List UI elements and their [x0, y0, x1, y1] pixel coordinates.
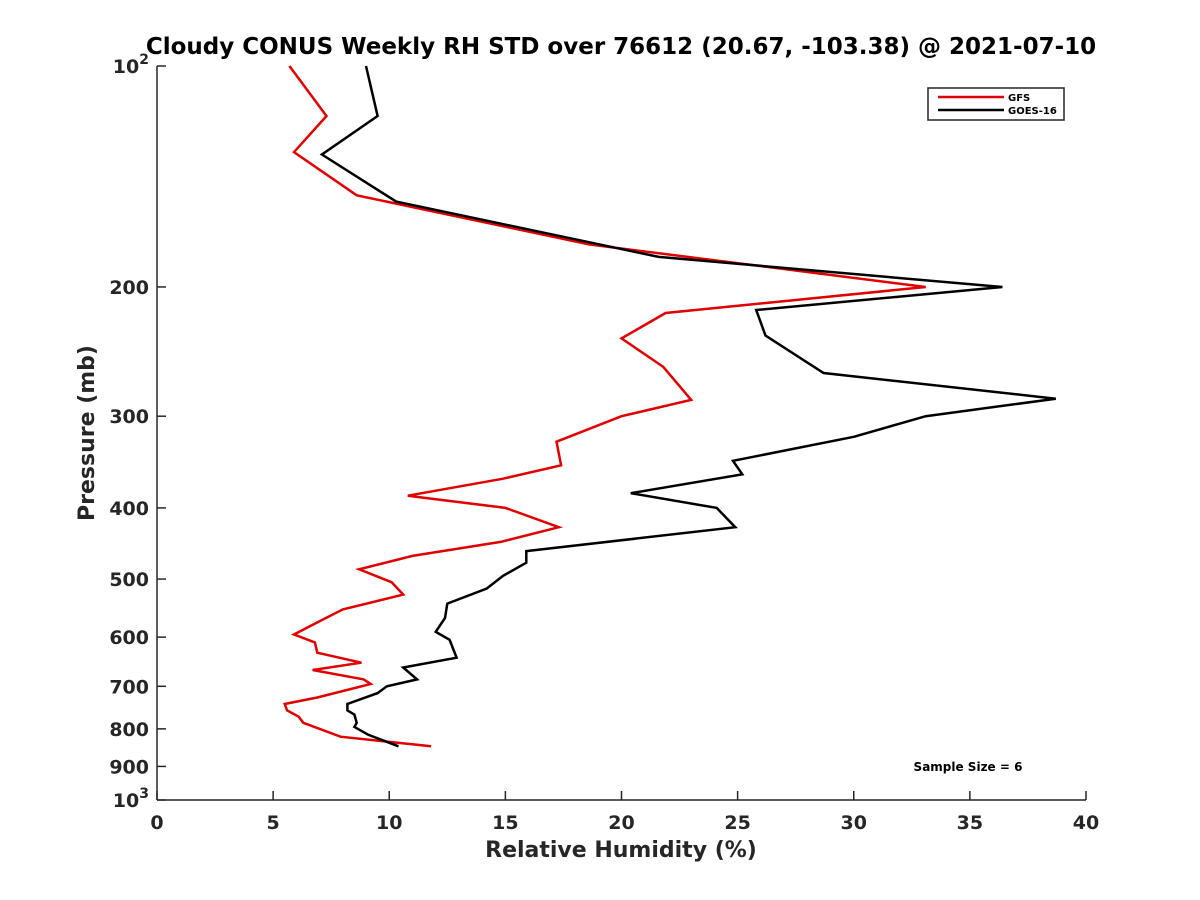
chart-title: Cloudy CONUS Weekly RH STD over 76612 (2…	[146, 34, 1096, 60]
x-tick-label: 25	[724, 812, 750, 834]
plot-area	[157, 66, 1086, 800]
y-tick-label: 103	[113, 786, 149, 812]
legend: GFS GOES-16	[927, 87, 1065, 121]
x-tick-label: 40	[1073, 812, 1099, 834]
y-tick-label: 500	[109, 569, 149, 591]
axes-layer: 0 5 10 15 20 25 30 35 40 102 200 300 400 500 600 700 800…	[109, 52, 1099, 834]
x-tick-label: 35	[957, 812, 983, 834]
legend-label-gfs: GFS	[1008, 93, 1030, 104]
y-tick-label: 200	[109, 277, 149, 299]
y-tick-label: 300	[109, 406, 149, 428]
y-tick-label: 700	[109, 676, 149, 698]
y-tick-label: 600	[109, 627, 149, 649]
series-line-goes-16	[319, 65, 1056, 748]
y-tick-label: 102	[113, 52, 149, 78]
x-axis-label: Relative Humidity (%)	[485, 838, 757, 863]
legend-label-goes-16: GOES-16	[1008, 106, 1057, 117]
x-tick-label: 30	[841, 812, 867, 834]
x-tick-label: 5	[267, 812, 280, 834]
series-line-gfs	[283, 65, 926, 748]
x-tick-label: 0	[150, 812, 163, 834]
y-tick-label: 800	[109, 719, 149, 741]
series-layer	[283, 65, 1056, 748]
y-tick-label: 400	[109, 498, 149, 520]
y-axis-label: Pressure (mb)	[75, 345, 100, 521]
x-tick-label: 20	[608, 812, 634, 834]
legend-box	[927, 87, 1065, 121]
x-tick-label: 10	[376, 812, 402, 834]
y-tick-label: 900	[109, 756, 149, 778]
x-tick-label: 15	[492, 812, 518, 834]
sample-size-annotation: Sample Size = 6	[914, 760, 1023, 774]
